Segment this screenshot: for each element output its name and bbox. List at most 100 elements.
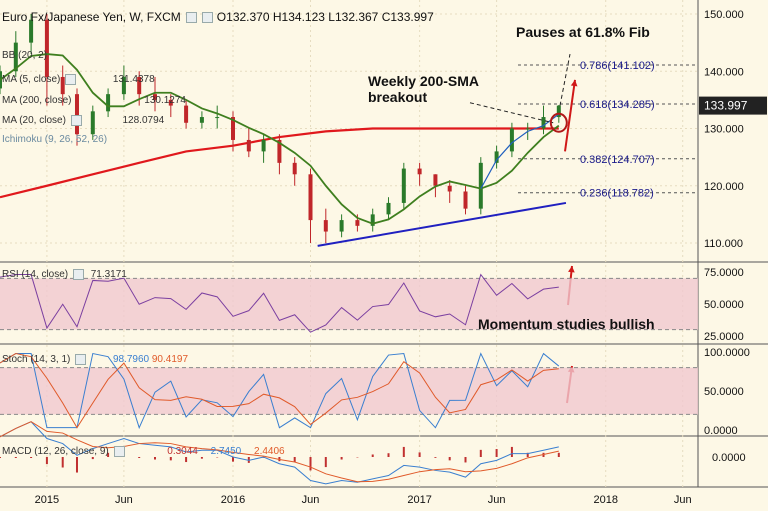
price-candle xyxy=(433,174,438,186)
legend-ma20[interactable]: MA (20, close) 128.0794 xyxy=(2,115,164,126)
close-label: C xyxy=(381,10,391,24)
x-tick-label: 2016 xyxy=(221,494,245,506)
price-candle xyxy=(417,168,422,175)
stoch-tick-label: 50.0000 xyxy=(704,386,744,398)
price-candle xyxy=(215,117,220,119)
price-tick-label: 140.000 xyxy=(704,66,744,78)
macd-histogram-bar xyxy=(464,457,467,463)
price-candle xyxy=(90,111,95,135)
rsi-toggle-icon[interactable] xyxy=(72,269,84,280)
legend-ma5[interactable]: MA (5, close) 131.4378 xyxy=(2,74,155,85)
x-tick-label: Jun xyxy=(302,494,320,506)
macd-label: MACD (12, 26, close, 9) xyxy=(2,446,109,458)
price-candle xyxy=(231,117,236,140)
current-price-tag xyxy=(699,96,767,115)
x-tick-label: Jun xyxy=(674,494,692,506)
macd-histogram-bar xyxy=(387,453,390,457)
macd-histogram-bar xyxy=(402,446,405,457)
macd-hist-value: 0.3044 xyxy=(167,446,198,458)
chart-title: Euro Fx/Japanese Yen, W, FXCM xyxy=(2,10,181,24)
legend-bb-label: BB (20, 2) xyxy=(2,50,48,61)
stoch-tick-label: 100.0000 xyxy=(704,347,750,359)
macd-signal-line xyxy=(0,421,559,483)
ohlc-toggle-icon[interactable] xyxy=(202,12,214,24)
macd-histogram-bar xyxy=(557,452,560,457)
open-label: O xyxy=(216,10,227,24)
price-candle xyxy=(463,191,468,209)
stoch-tick-label: 0.0000 xyxy=(704,425,738,437)
x-tick-label: Jun xyxy=(115,494,133,506)
rsi-up-arrow-head xyxy=(568,266,575,273)
stoch-k-line xyxy=(0,352,560,430)
price-candle xyxy=(184,105,189,123)
stoch-toggle-icon[interactable] xyxy=(75,354,87,365)
macd-histogram-bar xyxy=(75,457,78,473)
price-candle xyxy=(478,162,483,209)
legend-ma20-value: 128.0794 xyxy=(122,115,165,127)
low-value: 132.367 xyxy=(334,10,379,24)
stoch-d-line xyxy=(0,353,559,429)
momentum-annotation: Momentum studies bullish xyxy=(478,316,655,332)
legend-ichimoku[interactable]: Ichimoku (9, 26, 52, 26) xyxy=(2,134,107,145)
price-candle xyxy=(261,139,266,152)
fib-level-label: 0.786(141.102) xyxy=(580,60,655,72)
settings-toggle-icon[interactable] xyxy=(186,12,198,24)
rsi-tick-label: 25.0000 xyxy=(704,331,744,343)
price-candle xyxy=(556,105,561,118)
sma-breakout-annotation: Weekly 200-SMA breakout xyxy=(368,73,479,105)
macd-tick-label: 0.0000 xyxy=(712,452,746,464)
price-tick-label: 110.000 xyxy=(704,238,743,250)
macd-histogram-bar xyxy=(61,457,64,468)
high-value: 134.123 xyxy=(281,10,325,24)
price-candle xyxy=(541,117,546,129)
price-candle xyxy=(494,151,499,163)
price-tick-label: 150.000 xyxy=(704,9,744,21)
legend-ma200[interactable]: MA (200, close) 130.1274 xyxy=(2,95,186,106)
price-candle xyxy=(13,42,18,72)
price-tick-label: 120.000 xyxy=(704,181,744,193)
open-value: 132.370 xyxy=(226,10,270,24)
rsi-legend[interactable]: RSI (14, close) 71.3171 xyxy=(2,269,127,280)
macd-histogram-bar xyxy=(371,454,374,457)
price-candle xyxy=(246,139,251,152)
price-candle xyxy=(168,99,173,106)
macd-line xyxy=(0,421,559,485)
macd-histogram-bar xyxy=(0,457,1,458)
price-tick-label: 130.000 xyxy=(704,124,744,136)
macd-histogram-bar xyxy=(495,449,498,457)
rsi-band xyxy=(0,278,698,330)
fib-level-label: 0.382(124.707) xyxy=(580,154,655,166)
macd-signal-value: 2.4406 xyxy=(254,446,285,458)
rsi-value: 71.3171 xyxy=(90,269,127,281)
macd-histogram-bar xyxy=(91,457,94,460)
price-candle xyxy=(339,220,344,232)
price-candle xyxy=(292,162,297,175)
legend-ma200-label: MA (200, close) xyxy=(2,95,72,106)
rsi-tick-label: 50.0000 xyxy=(704,299,744,311)
x-tick-label: 2018 xyxy=(593,494,617,506)
price-candle xyxy=(74,94,79,135)
macd-histogram-bar xyxy=(479,449,482,457)
macd-toggle-icon[interactable] xyxy=(113,446,125,457)
macd-legend[interactable]: MACD (12, 26, close, 9) 0.3044 2.7450 2.… xyxy=(2,446,285,457)
legend-ma20-toggle-icon[interactable] xyxy=(70,115,82,126)
price-candle xyxy=(137,76,142,95)
chart-header: Euro Fx/Japanese Yen, W, FXCM O132.370 H… xyxy=(2,10,434,24)
stoch-label: Stoch (14, 3, 1) xyxy=(2,354,71,366)
legend-bb[interactable]: BB (20, 2) xyxy=(2,50,47,61)
ma200-line xyxy=(0,127,559,199)
price-candle xyxy=(60,76,65,95)
price-candle xyxy=(121,76,126,95)
legend-ma5-toggle-icon[interactable] xyxy=(65,74,77,85)
stoch-legend[interactable]: Stoch (14, 3, 1) 98.7960 90.4197 xyxy=(2,354,188,365)
low-label: L xyxy=(328,10,335,24)
price-candle xyxy=(199,117,204,123)
price-candle xyxy=(106,94,111,112)
price-candle xyxy=(401,168,406,203)
macd-histogram-bar xyxy=(526,452,529,457)
fib-level-label: 0.236(118.782) xyxy=(580,188,654,200)
macd-histogram-bar xyxy=(340,457,343,460)
x-tick-label: 2017 xyxy=(407,494,431,506)
